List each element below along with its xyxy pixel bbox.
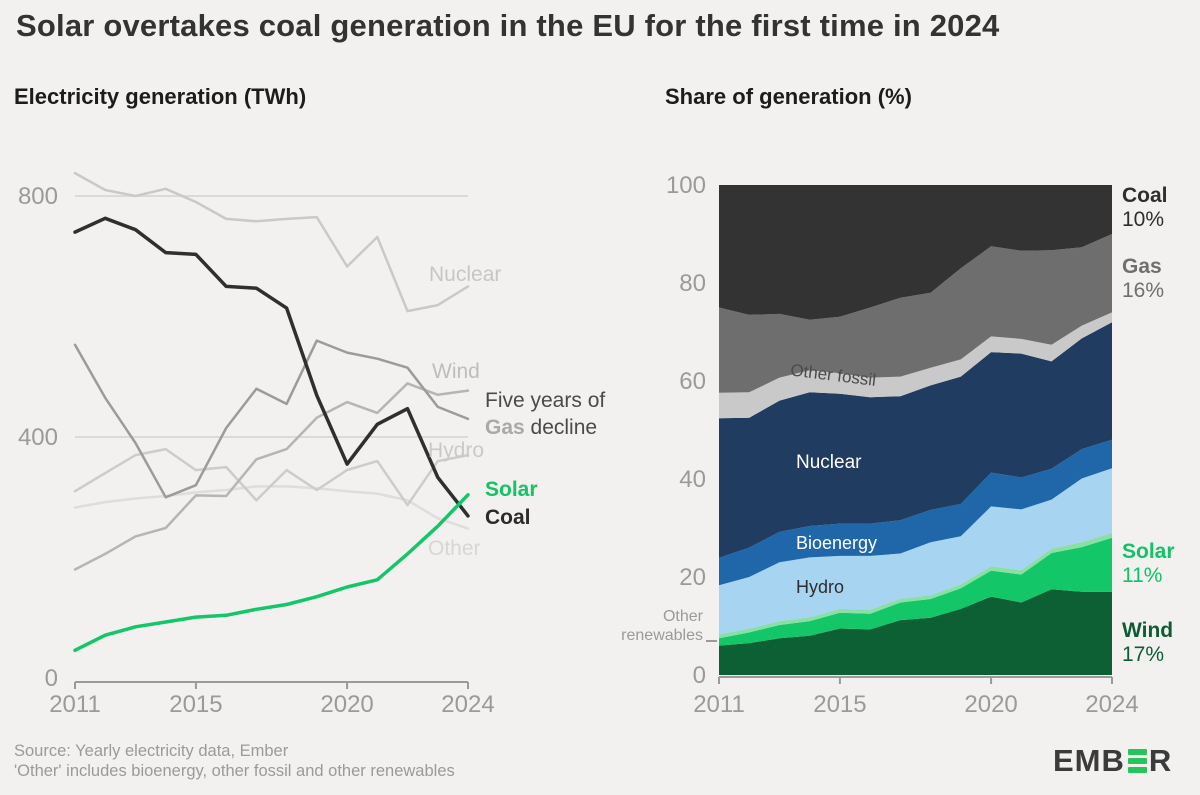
legend-coal-value: 10% (1122, 208, 1165, 231)
bioenergy-area (719, 439, 1112, 586)
gas-area (719, 234, 1112, 393)
other-fossil-area (719, 312, 1112, 419)
left-x-ticklabel-2015: 2015 (169, 691, 222, 718)
annotation-line-2: Gas decline (485, 416, 598, 439)
wind-line-label: Wind (432, 360, 480, 383)
annotation-line-1: Five years of (485, 389, 606, 412)
coal-area (719, 185, 1112, 320)
legend-solar-name: Solar (1122, 540, 1175, 563)
coal-line (73, 216, 470, 518)
other-renewables-tick (706, 640, 717, 642)
right-y-ticklabel-60: 60 (679, 368, 706, 395)
left-x-ticklabel-2020: 2020 (320, 691, 373, 718)
gas-line (73, 339, 470, 499)
other-renewables-area (719, 532, 1112, 639)
footer: Source: Yearly electricity data, Ember '… (14, 741, 455, 781)
ember-logo: EMB R (1053, 743, 1173, 778)
hydro-area (719, 468, 1112, 635)
right-y-ticklabel-40: 40 (679, 466, 706, 493)
other-line-label: Other (428, 537, 481, 560)
gas-decline-annotation: Five years of Gas decline (485, 387, 605, 441)
legend-gas-name: Gas (1122, 255, 1162, 278)
logo-bar-e-icon (1127, 749, 1147, 773)
other-renewables-label: Other renewables (621, 608, 703, 644)
solar-line (73, 493, 470, 653)
legend-wind: Wind 17% (1122, 619, 1173, 667)
legend-coal-name: Coal (1122, 184, 1168, 207)
legend-gas: Gas 16% (1122, 255, 1164, 303)
right-chart-subtitle: Share of generation (%) (665, 84, 912, 109)
legend-solar: Solar 11% (1122, 540, 1175, 588)
left-y-ticklabel-800: 800 (18, 183, 58, 210)
right-y-ticklabel-0: 0 (693, 662, 706, 689)
left-x-ticklabel-2011: 2011 (49, 691, 101, 718)
nuclear-area (719, 322, 1112, 558)
left-y-ticklabel-0: 0 (45, 665, 58, 692)
nuclear-line (73, 171, 470, 313)
wind-area (719, 589, 1112, 675)
bioenergy-area-label: Bioenergy (796, 533, 878, 553)
logo-text-prefix: EMB (1053, 743, 1125, 778)
hydro-line (73, 447, 470, 507)
note-line: 'Other' includes bioenergy, other fossil… (14, 762, 455, 780)
legend-solar-value: 11% (1122, 564, 1163, 587)
legend-wind-value: 17% (1122, 643, 1165, 666)
right-x-ticklabel-2011: 2011 (693, 691, 745, 718)
page-title: Solar overtakes coal generation in the E… (16, 8, 1000, 43)
nuclear-line-label: Nuclear (429, 263, 502, 286)
coal-line-label: Coal (485, 506, 531, 529)
wind-line (73, 382, 470, 571)
hydro-area-label: Hydro (796, 577, 845, 597)
left-y-ticklabel-400: 400 (18, 424, 58, 451)
right-y-ticklabel-80: 80 (679, 270, 706, 297)
other-line (73, 485, 470, 530)
legend-coal: Coal 10% (1122, 184, 1168, 232)
source-line: Source: Yearly electricity data, Ember (14, 742, 289, 760)
right-x-ticklabel-2020: 2020 (964, 691, 1017, 718)
legend-wind-name: Wind (1122, 619, 1174, 642)
nuclear-area-label: Nuclear (796, 452, 862, 473)
right-x-ticklabel-2015: 2015 (813, 691, 866, 718)
legend-gas-value: 16% (1122, 279, 1165, 302)
solar-area (719, 537, 1112, 646)
hydro-line-label: Hydro (428, 439, 485, 462)
annotation-gas-word: Gas (485, 416, 525, 439)
right-y-ticklabel-100: 100 (666, 172, 706, 199)
left-x-ticklabel-2024: 2024 (441, 691, 494, 718)
solar-line-label: Solar (485, 478, 538, 501)
right-y-ticklabel-20: 20 (679, 564, 706, 591)
logo-text-suffix: R (1148, 743, 1173, 778)
left-chart-subtitle: Electricity generation (TWh) (14, 84, 307, 109)
right-x-ticklabel-2024: 2024 (1085, 691, 1138, 718)
